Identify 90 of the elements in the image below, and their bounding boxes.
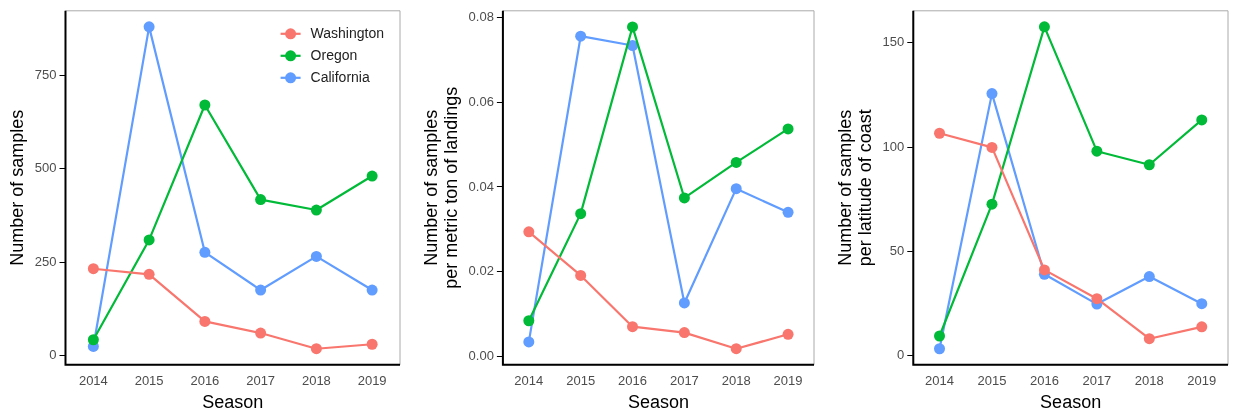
x-tick-label: 2014 bbox=[514, 373, 544, 389]
x-tick-label: 2016 bbox=[618, 373, 647, 389]
x-tick-label: 2018 bbox=[301, 373, 331, 389]
x-tick-label: 2014 bbox=[78, 373, 108, 389]
point bbox=[1143, 333, 1155, 345]
y-tick-label: 0.02 bbox=[468, 263, 494, 279]
x-tick-label: 2018 bbox=[721, 373, 751, 389]
y-tick-label: 150 bbox=[882, 34, 905, 50]
point bbox=[1196, 321, 1208, 333]
x-tick-label: 2015 bbox=[566, 373, 596, 389]
x-tick-label: 2015 bbox=[134, 373, 164, 389]
point bbox=[934, 330, 946, 342]
point bbox=[1091, 293, 1103, 305]
point bbox=[199, 99, 211, 111]
point bbox=[782, 328, 794, 340]
point bbox=[782, 206, 794, 218]
point bbox=[1038, 264, 1050, 276]
point bbox=[1091, 145, 1103, 157]
point bbox=[575, 269, 587, 281]
point bbox=[678, 327, 690, 339]
point bbox=[986, 88, 998, 100]
point bbox=[199, 315, 211, 327]
point bbox=[678, 297, 690, 309]
point bbox=[310, 204, 322, 216]
point bbox=[986, 198, 998, 210]
x-axis-title: Season bbox=[1040, 392, 1102, 413]
y-axis-title: Number of samples per metric ton of landings bbox=[420, 86, 461, 289]
y-tick-label: 0.08 bbox=[468, 9, 494, 25]
x-tick-label: 2016 bbox=[190, 373, 220, 389]
x-tick-label: 2019 bbox=[773, 373, 803, 389]
point bbox=[143, 268, 155, 280]
point bbox=[1038, 21, 1050, 33]
point bbox=[678, 192, 690, 204]
point bbox=[310, 250, 322, 262]
point bbox=[575, 30, 587, 42]
point bbox=[255, 327, 267, 339]
x-tick-label: 2017 bbox=[246, 373, 276, 389]
point bbox=[730, 156, 742, 168]
y-axis-title: Number of samples bbox=[6, 109, 27, 266]
point bbox=[523, 226, 535, 238]
point bbox=[782, 123, 794, 135]
y-tick-label: 0.04 bbox=[468, 178, 494, 194]
point bbox=[730, 183, 742, 195]
y-tick-label: 50 bbox=[889, 242, 905, 258]
point bbox=[87, 334, 99, 346]
point bbox=[87, 263, 99, 275]
legend-label: Oregon bbox=[310, 46, 358, 63]
y-tick-label: 0 bbox=[49, 347, 57, 363]
x-tick-label: 2018 bbox=[1134, 373, 1164, 389]
y-axis-title: Number of samples per latitude of coast bbox=[834, 109, 875, 267]
x-tick-label: 2019 bbox=[357, 373, 387, 389]
y-tick-label: 250 bbox=[34, 253, 57, 269]
y-tick-label: 100 bbox=[882, 138, 905, 154]
point bbox=[366, 284, 378, 296]
point bbox=[143, 21, 155, 33]
point bbox=[366, 170, 378, 182]
x-tick-label: 2015 bbox=[977, 373, 1007, 389]
point bbox=[1143, 159, 1155, 171]
point bbox=[986, 141, 998, 153]
point bbox=[934, 127, 946, 139]
x-tick-label: 2019 bbox=[1187, 373, 1217, 389]
point bbox=[627, 21, 639, 33]
point bbox=[1196, 114, 1208, 126]
point bbox=[934, 343, 946, 355]
x-tick-label: 2014 bbox=[925, 373, 954, 389]
point bbox=[730, 343, 742, 355]
x-tick-label: 2017 bbox=[669, 373, 699, 389]
point bbox=[1143, 271, 1155, 283]
point bbox=[627, 321, 639, 333]
point bbox=[255, 194, 267, 206]
legend-label: California bbox=[310, 68, 370, 85]
point bbox=[523, 315, 535, 327]
y-tick-label: 500 bbox=[34, 160, 57, 176]
point bbox=[199, 246, 211, 258]
y-tick-label: 0.06 bbox=[468, 93, 494, 109]
point bbox=[143, 234, 155, 246]
point bbox=[1196, 298, 1208, 310]
y-tick-label: 0 bbox=[897, 347, 905, 363]
x-tick-label: 2017 bbox=[1082, 373, 1112, 389]
point bbox=[366, 338, 378, 350]
y-tick-label: 750 bbox=[34, 66, 57, 82]
point bbox=[575, 208, 587, 220]
point bbox=[523, 336, 535, 348]
y-tick-label: 0.00 bbox=[468, 347, 494, 363]
point bbox=[255, 284, 267, 296]
point bbox=[310, 343, 322, 355]
x-tick-label: 2016 bbox=[1029, 373, 1059, 389]
x-axis-title: Season bbox=[627, 392, 689, 413]
legend-label: Washington bbox=[310, 24, 385, 41]
x-axis-title: Season bbox=[202, 392, 264, 413]
